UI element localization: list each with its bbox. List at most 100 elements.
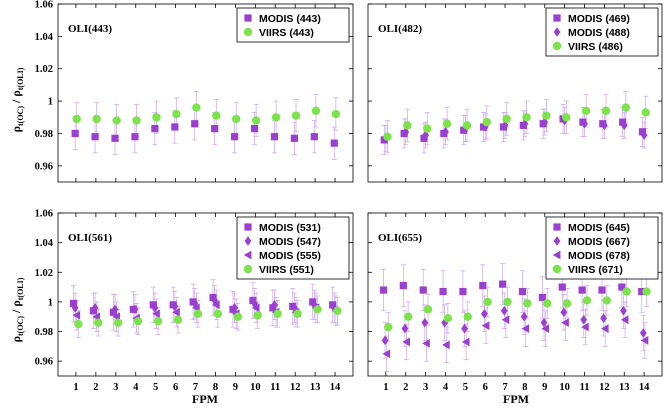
data-point-triangle-left [172,307,180,317]
x-tick-label: 11 [270,382,280,393]
legend-box [236,7,350,43]
band-label: OLI(655) [378,232,422,244]
data-point-square [270,133,279,141]
data-point-diamond [560,307,568,318]
x-tick-label: 10 [250,382,261,393]
data-point-triangle-left [442,340,450,350]
data-point-square [330,139,338,147]
legend-entry: VIIRS (443) [259,27,314,39]
data-point-circle [173,315,183,324]
data-point-diamond [581,118,588,129]
data-point-square [619,118,627,126]
legend-box [236,216,350,280]
x-tick-label: 3 [113,382,118,393]
data-point-circle [311,106,321,116]
data-point-circle [152,113,161,122]
data-point-triangle-left [581,322,589,332]
data-point-square [131,133,139,141]
legend-marker-square [553,14,561,22]
data-point-diamond [191,298,199,309]
data-point-square [558,283,566,291]
legend-marker-circle [552,264,562,274]
data-point-triangle-left [541,324,549,333]
data-point-diamond [131,304,139,315]
data-point-diamond [481,122,489,132]
data-point-circle [562,113,571,122]
data-point-circle [542,299,552,308]
legend-entry: VIIRS (551) [259,264,314,276]
legend-marker-diamond [553,236,561,246]
x-tick-label: 6 [483,382,488,393]
x-tick-label: 5 [463,382,468,393]
x-tick-label: 13 [310,382,321,393]
x-tick-label: 7 [193,382,198,393]
data-point-square [479,282,487,290]
legend-marker-triangle-left [552,250,561,260]
data-point-square [499,280,507,288]
y-axis-label-top: ρt(OC) / ρt(OLI) [9,67,25,132]
data-point-triangle-left [600,324,609,333]
data-point-circle [482,117,492,127]
data-point-diamond [171,301,179,312]
data-point-triangle-left [72,310,81,320]
data-point-square [638,128,647,136]
data-point-diamond [461,323,468,334]
data-point-diamond [500,306,508,316]
band-label: OLI(561) [68,232,112,244]
x-tick-label: 2 [403,382,408,393]
y-tick-label: 0.98 [35,327,53,338]
legend-marker-square [244,223,252,231]
legend-entry: VIIRS (486) [568,41,623,53]
data-point-circle [132,116,141,125]
data-point-diamond [91,303,99,313]
data-point-circle [423,124,432,133]
data-point-diamond [211,295,219,306]
data-point-square [91,133,99,141]
data-point-circle [384,322,393,332]
data-point-diamond [421,317,429,328]
data-point-circle [542,111,551,120]
data-point-circle [114,318,123,327]
data-point-triangle-left [620,315,629,325]
data-point-square [419,286,427,294]
x-tick-label: 4 [133,382,139,393]
data-point-circle [193,309,203,318]
legend: MODIS (443) VIIRS (443) [236,7,350,43]
data-point-circle [502,114,511,124]
legend-entry: MODIS (667) [568,236,630,248]
data-point-square [618,283,626,291]
x-tick-label: 9 [542,382,547,393]
data-point-circle [273,309,282,318]
x-tick-label: 3 [423,382,428,393]
data-point-diamond [251,298,258,309]
data-point-diamond [501,120,509,131]
y-tick-label: 1.02 [35,64,53,75]
y-tick-label: 1.02 [35,268,53,279]
data-point-circle [333,306,342,315]
panel-oli443: 0.96 0.98 1 1.02 1.04 1.06 OLI(443) MODIS (443)… [35,0,354,183]
data-point-circle [641,108,650,117]
data-point-circle [443,314,453,323]
data-point-circle [92,114,101,124]
data-point-square [638,287,646,296]
x-tick-label: 10 [559,382,570,393]
data-point-circle [271,113,281,122]
y-tick-label: 0.96 [35,357,53,368]
data-point-triangle-left [382,349,391,359]
data-point-square [71,129,79,138]
data-point-triangle-left [561,318,569,328]
data-point-square [191,120,199,128]
data-point-square [459,287,467,296]
legend-entry: VIIRS (671) [568,264,623,276]
data-point-circle [72,114,81,124]
x-axis-label-right: FPM [503,392,529,406]
data-point-circle [251,116,261,125]
y-tick-label: 1.04 [35,32,54,43]
y-tick-label: 0.98 [35,129,53,140]
data-point-diamond [540,317,548,328]
legend: MODIS (645) MODIS (667) MODIS (678) VIIRS (… [545,216,659,280]
data-point-diamond [401,323,409,334]
legend-box [545,216,659,280]
data-point-circle [153,316,163,326]
